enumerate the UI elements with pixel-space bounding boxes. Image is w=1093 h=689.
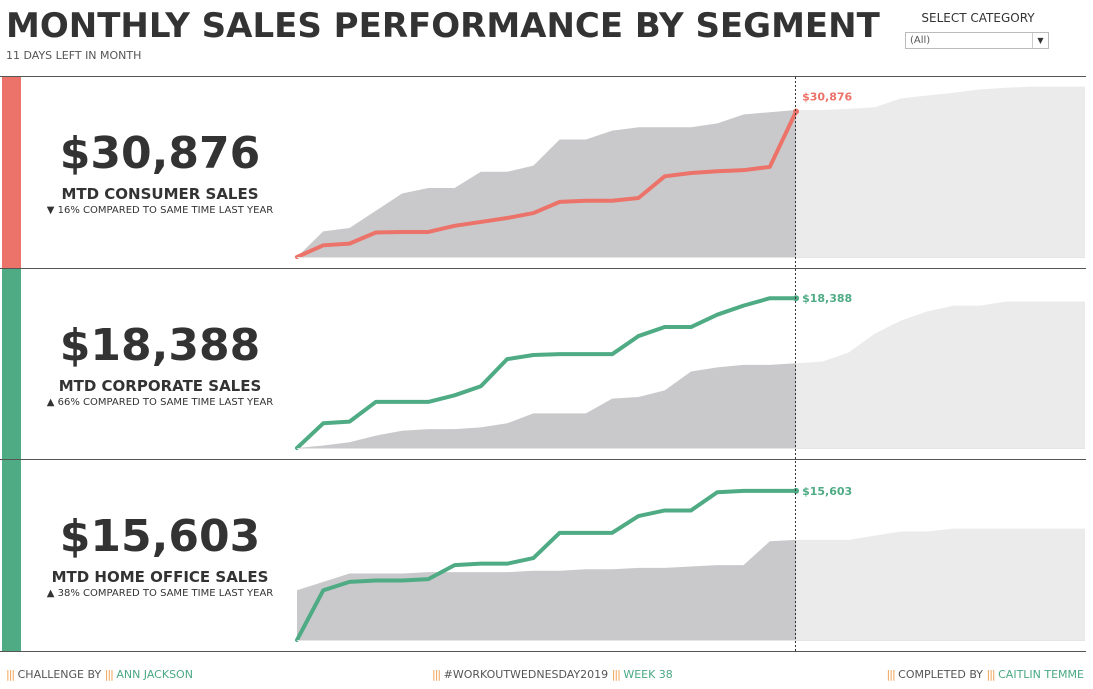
bars-icon: ||| [986,668,996,681]
prior-year-area-remaining [796,528,1085,640]
home-office-chart: $15,603 [295,485,1085,642]
kpi-block: $30,876 MTD CONSUMER SALES ▼ 16% COMPARE… [30,128,290,217]
panel-corporate: $18,388 MTD CORPORATE SALES ▲ 66% COMPAR… [0,269,1093,459]
kpi-label: MTD CONSUMER SALES [61,185,259,203]
bars-icon: ||| [6,668,15,681]
footer-left-name[interactable]: ANN JACKSON [116,668,193,681]
bars-icon: ||| [611,668,621,681]
corporate-chart: $18,388 [295,292,1085,450]
kpi-label: MTD HOME OFFICE SALES [51,568,269,586]
category-dropdown-value: (All) [910,35,931,46]
kpi-block: $18,388 MTD CORPORATE SALES ▲ 66% COMPAR… [30,320,290,409]
consumer-chart: $30,876 [295,86,1085,259]
bars-icon: ||| [432,668,441,681]
bars-icon: ||| [104,668,114,681]
status-bar [2,77,21,268]
page-title: MONTHLY SALES PERFORMANCE BY SEGMENT [6,6,880,46]
kpi-value: $18,388 [59,320,261,371]
footer-center: ||| #WORKOUTWEDNESDAY2019 ||| WEEK 38 [432,668,673,681]
kpi-compare: ▲ 38% COMPARED TO SAME TIME LAST YEAR [30,588,290,599]
filter-label: SELECT CATEGORY [921,11,1035,25]
arrow-up-icon: ▲ [46,588,55,599]
current-value-point [793,295,800,302]
kpi-compare-text: 16% COMPARED TO SAME TIME LAST YEAR [57,205,274,216]
current-year-line [295,296,799,450]
bars-icon: ||| [886,668,896,681]
status-bar [2,269,21,459]
panel-consumer: $30,876 MTD CONSUMER SALES ▼ 16% COMPARE… [0,77,1093,268]
footer-right-text: COMPLETED BY [898,668,983,681]
footer-right-name[interactable]: CAITLIN TEMME [998,668,1084,681]
current-value-point [793,487,800,494]
kpi-compare: ▲ 66% COMPARED TO SAME TIME LAST YEAR [30,397,290,408]
current-value-label: $15,603 [802,485,852,498]
footer-center-text[interactable]: #WORKOUTWEDNESDAY2019 [443,668,609,681]
divider [0,268,1086,269]
kpi-compare-text: 38% COMPARED TO SAME TIME LAST YEAR [57,588,274,599]
divider [0,651,1086,652]
kpi-compare: ▼ 16% COMPARED TO SAME TIME LAST YEAR [30,205,290,216]
divider [0,459,1086,460]
footer-right: ||| COMPLETED BY ||| CAITLIN TEMME [887,668,1084,681]
days-left-subtitle: 11 DAYS LEFT IN MONTH [6,49,142,62]
arrow-down-icon: ▼ [46,205,55,216]
prior-year-area-remaining [796,301,1085,448]
current-year-line [295,488,799,642]
current-value-label: $30,876 [802,91,852,104]
prior-year-area-to-date [297,363,797,448]
current-value-label: $18,388 [802,292,852,305]
footer-left: ||| CHALLENGE BY ||| ANN JACKSON [6,668,193,681]
chevron-down-icon[interactable]: ▼ [1032,33,1048,48]
prior-year-area-to-date [297,110,797,257]
current-year-line [295,109,799,259]
footer-left-text: CHALLENGE BY [17,668,102,681]
arrow-up-icon: ▲ [46,397,55,408]
category-dropdown[interactable]: (All) ▼ [905,32,1049,49]
panel-home-office: $15,603 MTD HOME OFFICE SALES ▲ 38% COMP… [0,460,1093,651]
current-value-point [793,108,800,115]
kpi-label: MTD CORPORATE SALES [58,377,262,395]
status-bar [2,460,21,651]
kpi-value: $15,603 [59,511,261,562]
prior-year-area-to-date [297,539,797,640]
kpi-block: $15,603 MTD HOME OFFICE SALES ▲ 38% COMP… [30,511,290,600]
prior-year-area-remaining [796,86,1085,257]
kpi-value: $30,876 [59,128,261,179]
footer-center-name[interactable]: WEEK 38 [623,668,673,681]
kpi-compare-text: 66% COMPARED TO SAME TIME LAST YEAR [57,397,274,408]
divider [0,76,1086,77]
